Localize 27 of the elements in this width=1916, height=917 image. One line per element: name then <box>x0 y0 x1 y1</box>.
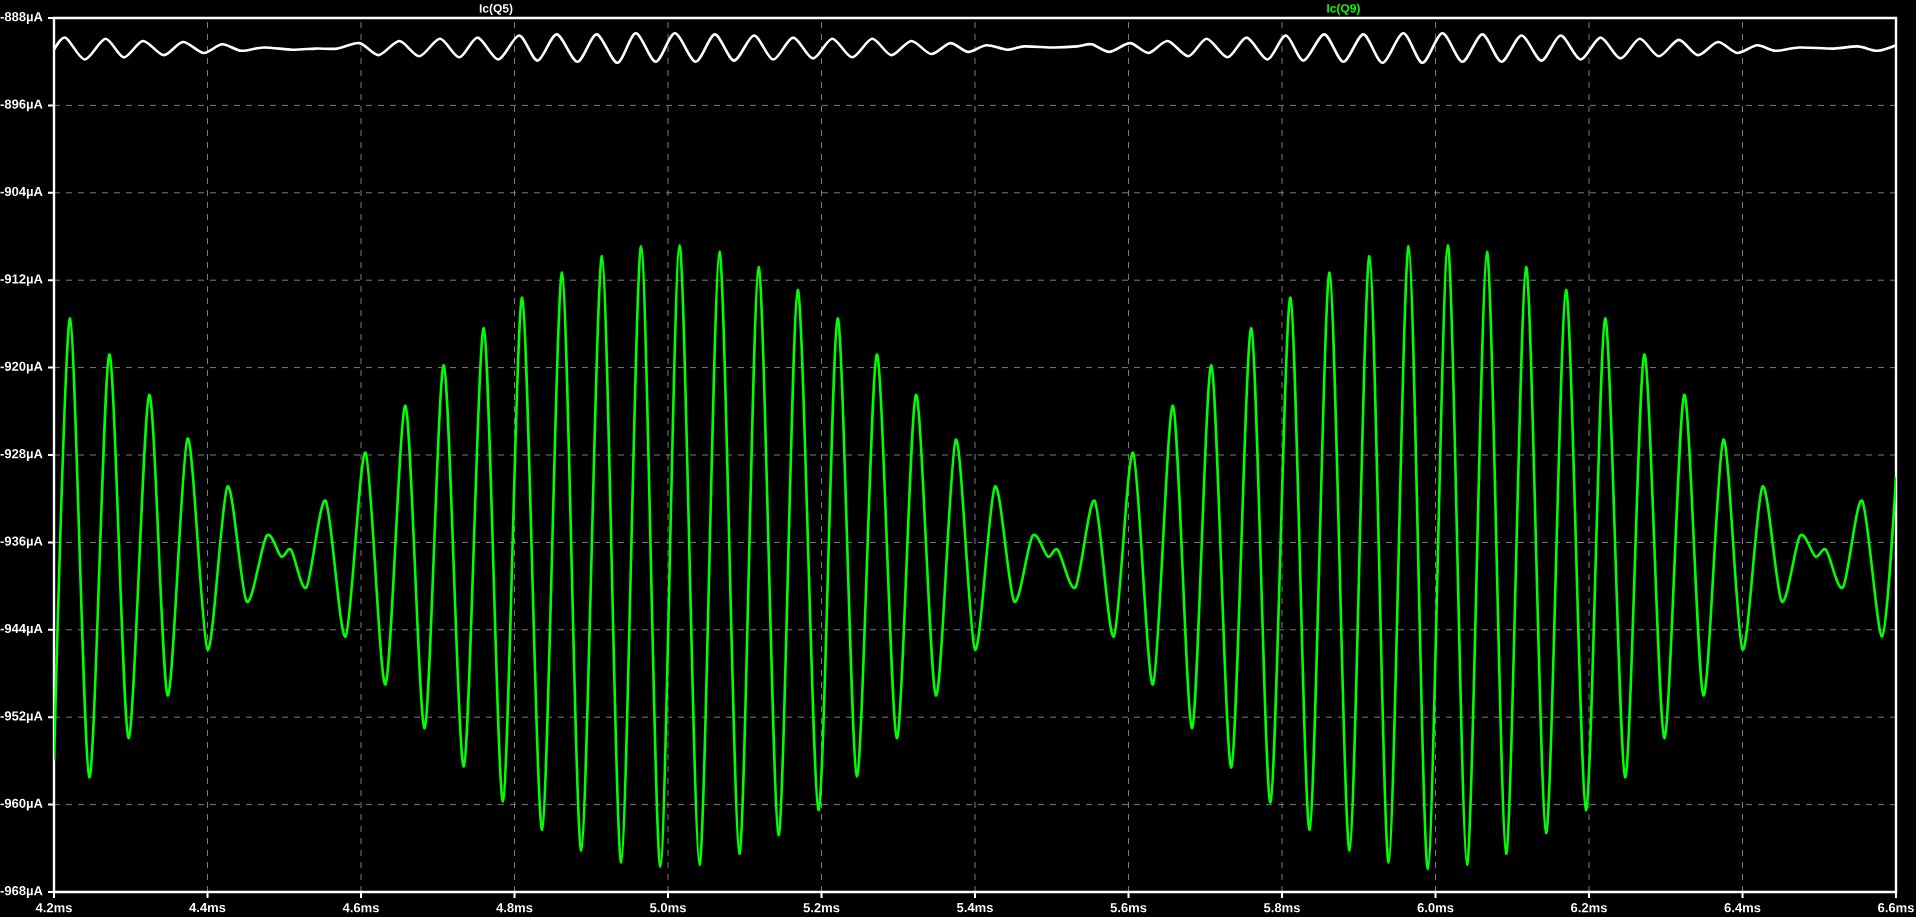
x-tick-label: 5.2ms <box>803 903 840 913</box>
y-tick-label: -912µA <box>0 274 43 287</box>
x-tick-label: 6.6ms <box>1878 903 1914 913</box>
line-series <box>54 243 1897 871</box>
y-tick-label: -944µA <box>0 623 43 636</box>
y-tick-label: -904µA <box>0 186 43 199</box>
y-tick-label: -960µA <box>0 798 43 811</box>
y-tick-label: -888µA <box>0 12 43 24</box>
y-tick-label: -936µA <box>0 536 43 549</box>
y-tick-label: -896µA <box>0 99 43 112</box>
y-tick-label: -952µA <box>0 711 43 724</box>
x-tick-label: 6.0ms <box>1417 903 1454 913</box>
y-tick-label: -968µA <box>0 886 43 898</box>
x-tick-label: 6.2ms <box>1571 903 1607 913</box>
text: Ic(Q9) <box>1327 3 1360 15</box>
x-tick-label: 5.0ms <box>649 903 686 913</box>
x-tick-label: 5.6ms <box>1110 903 1147 913</box>
x-tick-label: 5.8ms <box>1263 903 1300 913</box>
x-tick-label: 6.4ms <box>1724 903 1761 913</box>
x-tick-label: 4.2ms <box>35 903 72 913</box>
series-label: Ic(Q5) <box>479 3 513 15</box>
y-tick-label: -920µA <box>0 361 43 374</box>
x-tick-label: 4.6ms <box>342 903 379 913</box>
x-tick-label: 5.4ms <box>956 903 993 913</box>
y-tick-label: -928µA <box>0 449 43 461</box>
x-tick-label: 4.8ms <box>496 903 533 913</box>
x-tick-label: 4.4ms <box>189 903 226 913</box>
